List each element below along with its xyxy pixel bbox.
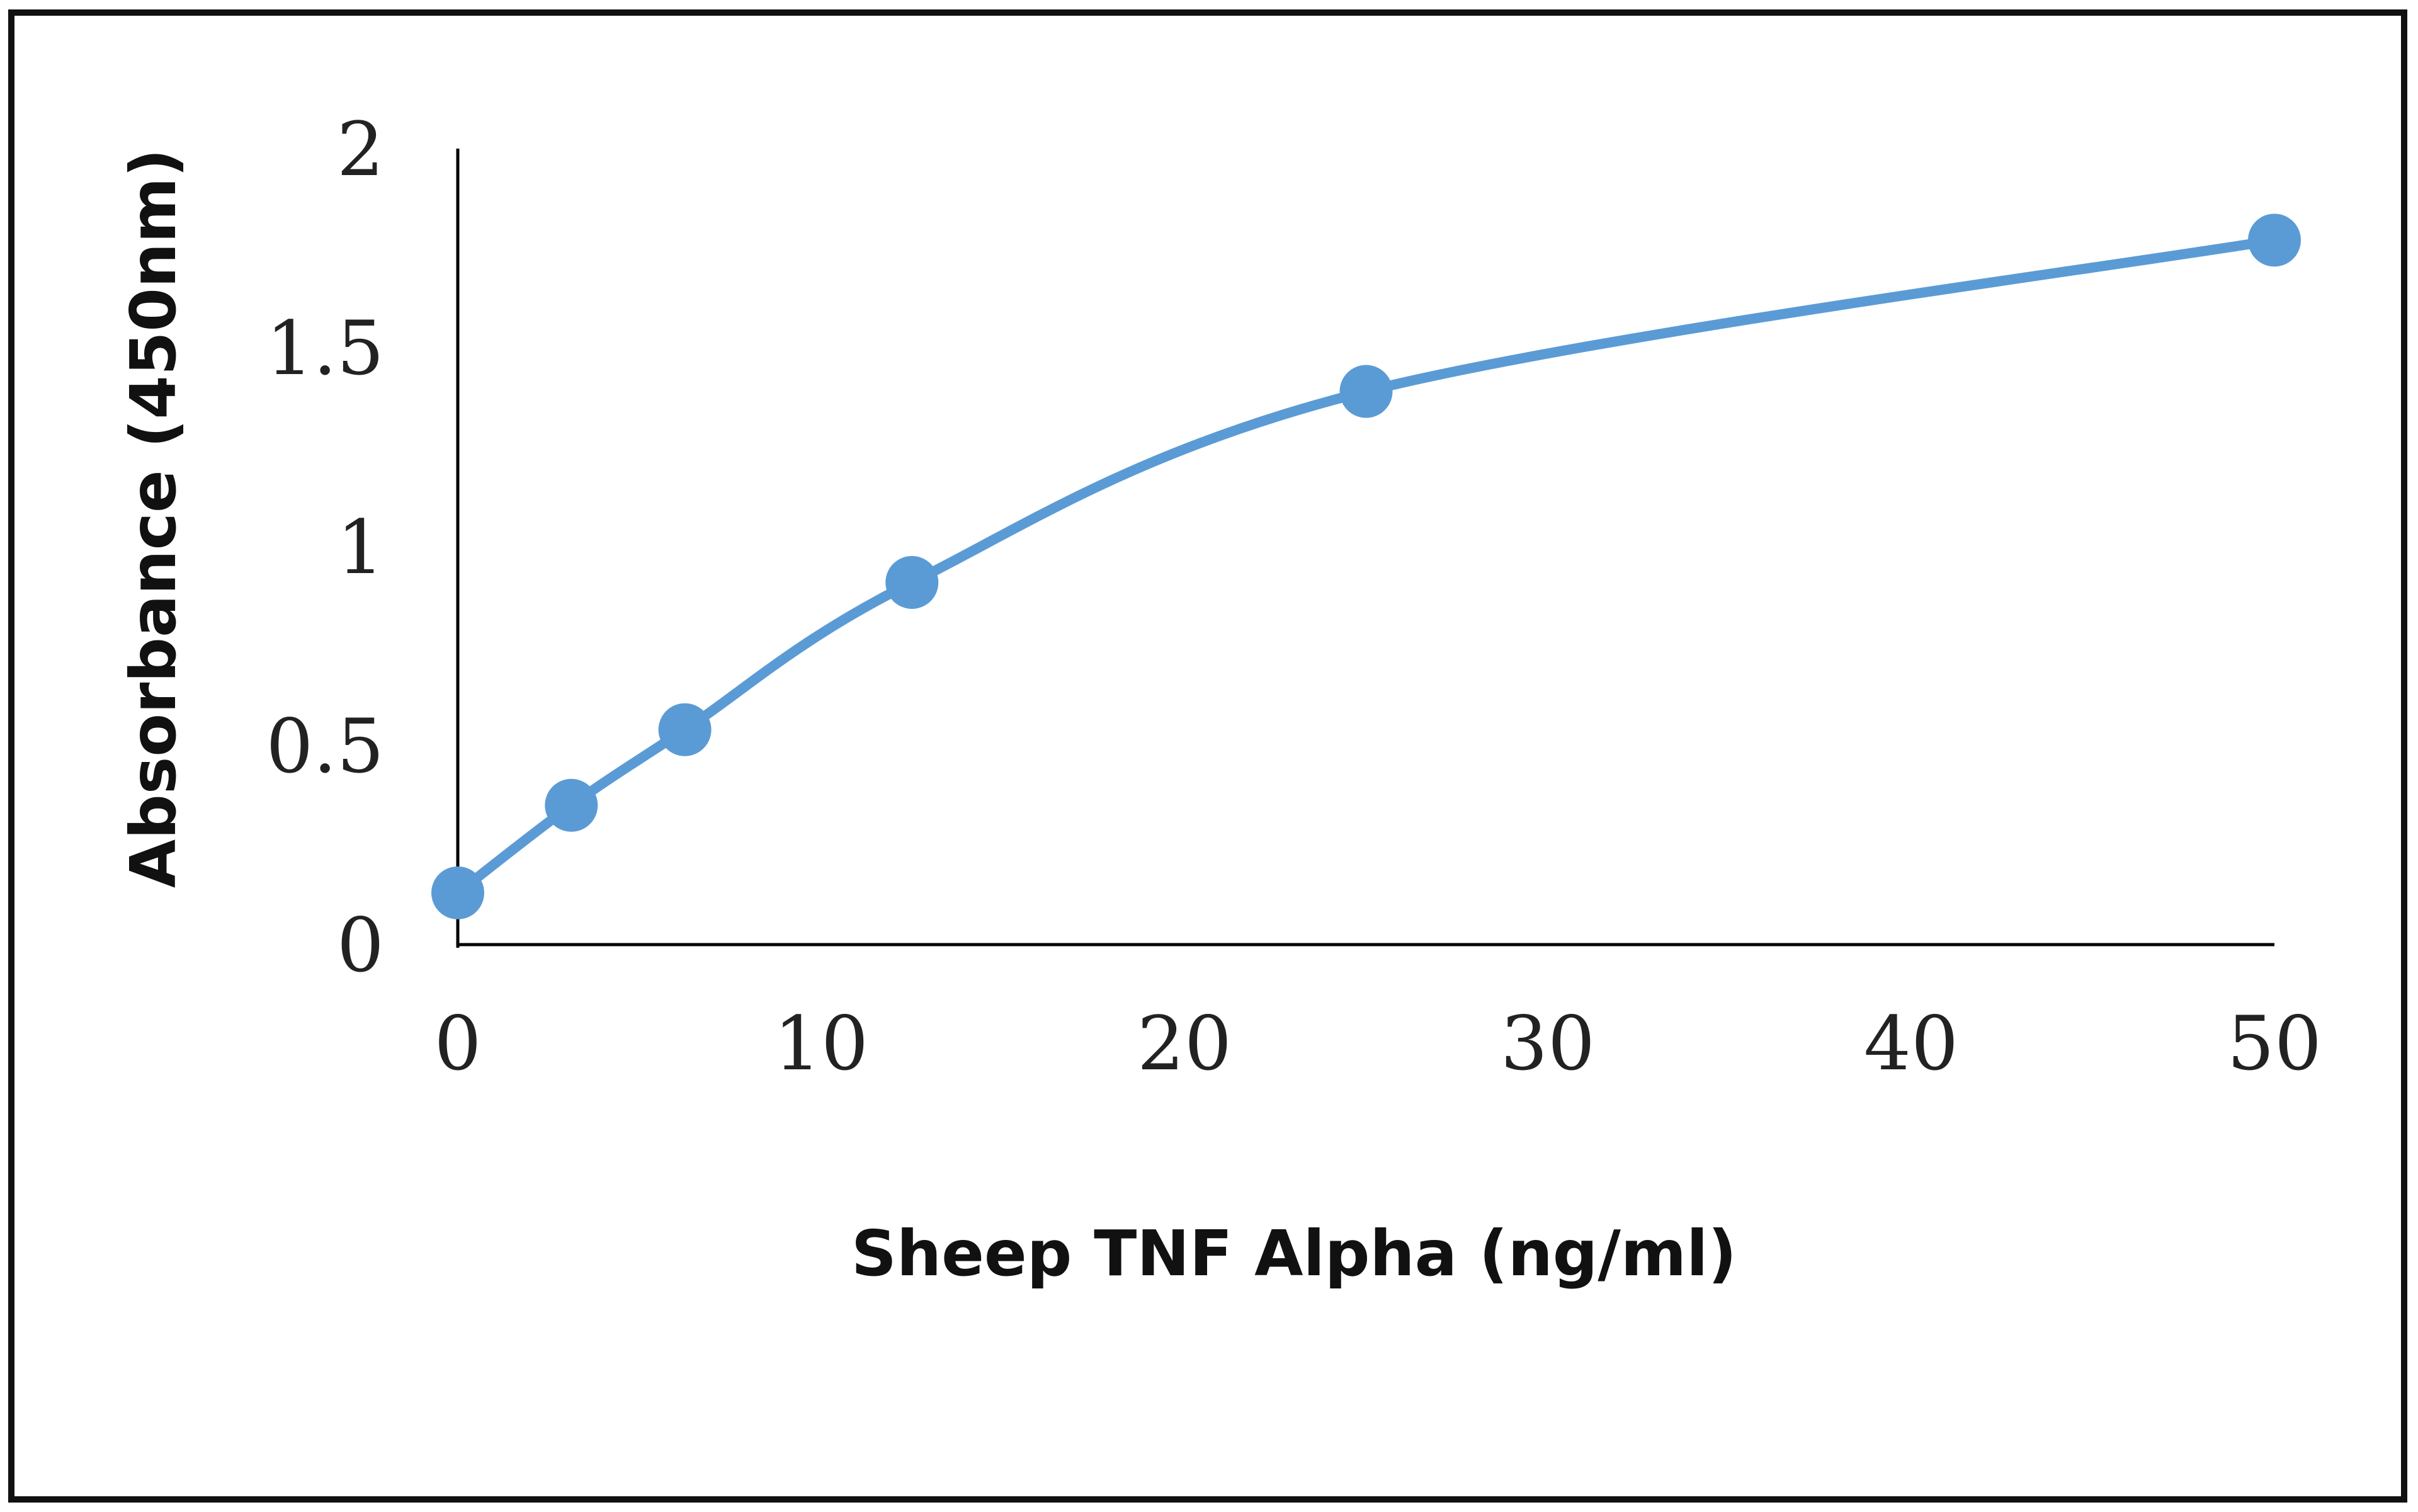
y-tick-label: 0 (337, 902, 384, 989)
x-tick-labels: 0 10 20 30 40 50 (434, 1000, 2322, 1087)
x-tick-label: 30 (1501, 1000, 1595, 1087)
x-tick-label: 0 (434, 1000, 481, 1087)
x-tick-label: 20 (1137, 1000, 1232, 1087)
x-tick-label: 50 (2227, 1000, 2322, 1087)
data-point-marker (545, 778, 598, 832)
chart-border (8, 9, 2407, 1503)
data-point-marker (885, 555, 939, 609)
series-markers (431, 213, 2301, 919)
y-tick-label: 2 (337, 106, 384, 193)
data-point-marker (2248, 213, 2301, 267)
x-axis-title: Sheep TNF Alpha (ng/ml) (851, 1217, 1737, 1290)
data-point-marker (431, 866, 484, 919)
y-tick-label: 0.5 (266, 703, 384, 790)
y-tick-labels: 0 0.5 1 1.5 2 (266, 106, 384, 989)
y-axis-title: Absorbance (450nm) (116, 149, 190, 888)
y-tick-label: 1 (337, 504, 384, 591)
x-tick-label: 40 (1864, 1000, 1958, 1087)
x-tick-label: 10 (774, 1000, 868, 1087)
data-point-marker (658, 703, 712, 756)
y-tick-label: 1.5 (266, 305, 384, 392)
data-point-marker (1339, 365, 1393, 418)
